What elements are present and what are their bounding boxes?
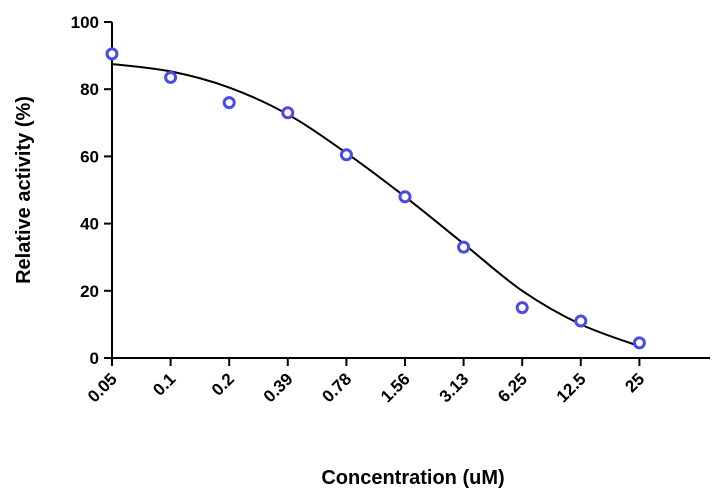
data-point — [105, 47, 119, 61]
data-point — [632, 336, 646, 350]
fit-curve — [111, 63, 640, 348]
data-point — [398, 190, 412, 204]
y-tick-label: 0 — [90, 349, 99, 368]
data-point — [164, 70, 178, 84]
x-tick-label: 1.56 — [377, 369, 414, 406]
x-ticks: 0.05 0.1 0.2 0.39 0.78 1.56 3.13 6.25 12.5 25 — [84, 358, 648, 406]
x-tick-label: 0.39 — [260, 369, 297, 406]
x-axis-title: Concentration (uM) — [321, 467, 504, 489]
data-point — [457, 240, 471, 254]
x-tick-label: 12.5 — [553, 369, 590, 406]
data-point — [515, 301, 529, 315]
data-point — [339, 148, 353, 162]
y-tick-label: 40 — [80, 215, 99, 234]
data-point — [281, 106, 295, 120]
x-tick-label: 3.13 — [436, 369, 473, 406]
data-point — [574, 314, 588, 328]
y-tick-label: 100 — [71, 13, 99, 32]
data-point — [222, 96, 236, 110]
x-tick-label: 0.2 — [208, 369, 238, 399]
x-tick-label: 25 — [621, 369, 648, 396]
y-tick-label: 80 — [80, 80, 99, 99]
x-tick-label: 0.05 — [84, 369, 121, 406]
x-tick-label: 0.1 — [149, 369, 179, 399]
y-axis-title: Relative activity (%) — [13, 96, 35, 284]
x-tick-label: 6.25 — [494, 369, 531, 406]
data-points — [105, 47, 646, 350]
y-tick-label: 60 — [80, 147, 99, 166]
axes — [111, 22, 710, 359]
y-ticks: 0 20 40 60 80 100 — [71, 13, 112, 368]
y-tick-label: 20 — [80, 282, 99, 301]
x-tick-label: 0.78 — [318, 369, 355, 406]
